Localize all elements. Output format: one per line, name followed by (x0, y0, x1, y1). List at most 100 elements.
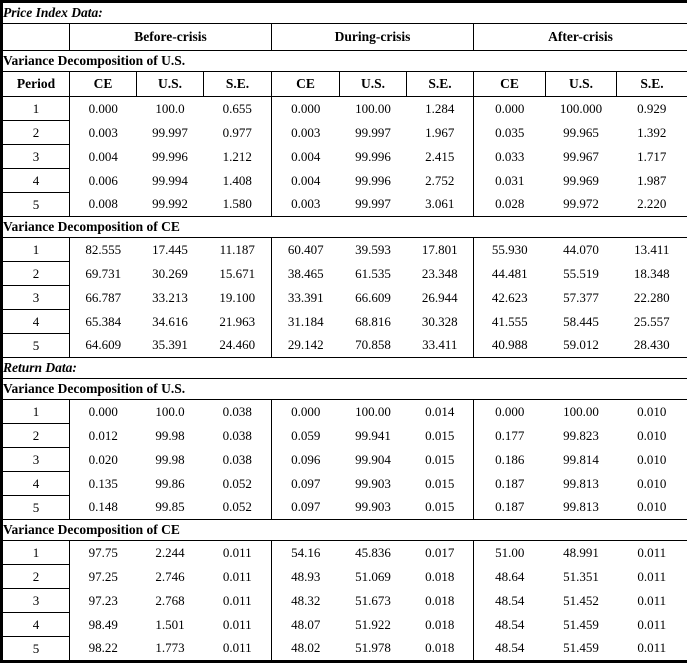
table-row: 4 0.135 99.86 0.052 0.097 99.903 0.015 0.187 99.… (1, 471, 687, 496)
data-value: 48.54 (495, 592, 525, 608)
data-value: 58.445 (563, 313, 599, 329)
data-value: 1.773 (155, 640, 185, 656)
data-value: 0.018 (406, 564, 474, 589)
data-value: 1.717 (616, 144, 687, 169)
data-value: 3.061 (406, 192, 474, 217)
table-row: 2 0.012 99.98 0.038 0.059 99.941 0.015 0.177 99.… (1, 423, 687, 448)
column-header-us: U.S. (545, 71, 617, 97)
data-value: 34.616 (152, 313, 188, 329)
data-value: 1.987 (616, 168, 687, 193)
column-header-se: S.E. (615, 71, 687, 97)
group-header-after-crisis: After-crisis (472, 23, 687, 51)
data-value: 0.038 (203, 447, 272, 472)
table-row: 5 0.148 99.85 0.052 0.097 99.903 0.015 0.187 99.… (1, 495, 687, 520)
data-value: 24.460 (203, 333, 272, 358)
data-value: 41.555 (491, 313, 528, 329)
data-value: 0.020 (88, 451, 118, 467)
data-value: 30.269 (152, 265, 188, 281)
data-value: 22.280 (616, 285, 687, 310)
data-value: 99.813 (563, 475, 599, 491)
data-value: 18.348 (616, 261, 687, 286)
period-value: 2 (1, 423, 70, 448)
data-value: 0.000 (495, 403, 525, 419)
data-value: 1.392 (616, 120, 687, 145)
data-value: 39.593 (355, 241, 391, 257)
table-row: 2 0.003 99.997 0.977 0.003 99.997 1.967 0.035 99… (1, 120, 687, 145)
data-value: 23.348 (406, 261, 474, 286)
data-value: 99.903 (355, 475, 391, 491)
column-header-ce: CE (473, 71, 546, 97)
period-value: 3 (1, 144, 70, 169)
data-value: 100.00 (563, 403, 599, 419)
data-value: 0.010 (616, 423, 687, 448)
column-header-us: U.S. (339, 71, 407, 97)
data-value: 1.501 (155, 616, 185, 632)
data-value: 57.377 (563, 289, 599, 305)
data-value: 2.244 (155, 544, 185, 560)
data-value: 0.011 (616, 540, 687, 565)
data-value: 55.930 (491, 241, 528, 257)
data-value: 48.54 (495, 616, 525, 632)
data-value: 99.997 (152, 124, 188, 140)
data-value: 0.096 (291, 451, 321, 467)
data-value: 0.038 (203, 423, 272, 448)
data-value: 33.213 (152, 289, 188, 305)
data-value: 66.609 (355, 289, 391, 305)
data-value: 99.814 (563, 451, 599, 467)
period-column-header: Period (1, 71, 70, 97)
table-row: 5 0.008 99.992 1.580 0.003 99.997 3.061 0.028 99… (1, 192, 687, 217)
section-title: Price Index Data: (0, 1, 687, 24)
period-value: 5 (1, 333, 70, 358)
data-value: 0.186 (495, 451, 525, 467)
data-value: 51.978 (355, 640, 391, 656)
data-value: 0.003 (291, 124, 321, 140)
data-value: 99.86 (155, 475, 185, 491)
data-value: 45.836 (355, 544, 391, 560)
data-value: 0.011 (203, 540, 272, 565)
data-value: 31.184 (287, 313, 324, 329)
table-row: 1 82.555 17.445 11.187 60.407 39.593 17.801 55.… (1, 237, 687, 262)
data-value: 0.014 (406, 399, 474, 424)
data-value: 0.097 (291, 499, 321, 515)
table-row: 5 64.609 35.391 24.460 29.142 70.858 33.411 40.… (1, 333, 687, 358)
data-value: 0.006 (88, 172, 118, 188)
data-value: 100.00 (355, 100, 391, 116)
group-header-before-crisis: Before-crisis (69, 23, 272, 51)
data-value: 99.85 (155, 499, 185, 515)
data-value: 100.000 (559, 100, 603, 116)
period-value: 2 (1, 120, 70, 145)
table-row: 1 97.75 2.244 0.011 54.16 45.836 0.017 51.00 48.… (1, 540, 687, 565)
data-value: 68.816 (355, 313, 391, 329)
data-value: 99.994 (152, 172, 188, 188)
data-value: 0.012 (88, 427, 118, 443)
data-value: 0.011 (203, 588, 272, 613)
data-value: 0.017 (406, 540, 474, 565)
data-value: 0.000 (88, 100, 118, 116)
data-value: 0.018 (406, 612, 474, 637)
data-value: 99.997 (355, 124, 391, 140)
data-value: 42.623 (491, 289, 528, 305)
data-value: 51.351 (563, 568, 599, 584)
data-value: 0.015 (406, 447, 474, 472)
data-value: 0.000 (88, 403, 118, 419)
data-value: 0.097 (291, 475, 321, 491)
data-value: 100.0 (155, 100, 185, 116)
data-value: 0.187 (495, 499, 525, 515)
data-value: 1.967 (406, 120, 474, 145)
data-value: 0.000 (291, 100, 321, 116)
data-value: 2.415 (406, 144, 474, 169)
block-label-row: Variance Decomposition of U.S. (0, 378, 687, 400)
data-value: 1.408 (203, 168, 272, 193)
data-value: 51.452 (563, 592, 599, 608)
data-value: 97.23 (88, 592, 118, 608)
data-value: 0.655 (203, 96, 272, 121)
data-value: 99.997 (355, 196, 391, 212)
data-value: 55.519 (563, 265, 599, 281)
data-value: 0.011 (616, 612, 687, 637)
data-value: 0.038 (203, 399, 272, 424)
table-row: 1 0.000 100.0 0.038 0.000 100.00 0.014 0.000 100… (1, 399, 687, 424)
period-value: 1 (1, 399, 70, 424)
data-value: 48.64 (495, 568, 525, 584)
